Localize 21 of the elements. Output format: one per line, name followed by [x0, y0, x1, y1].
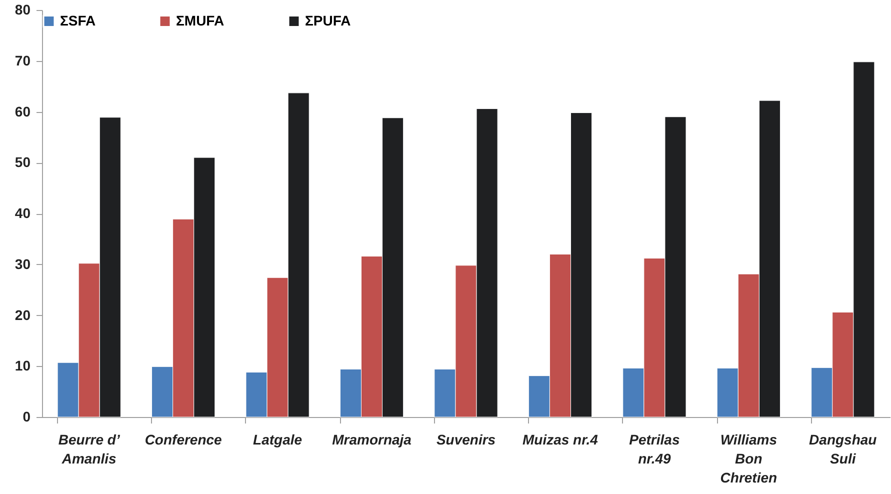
y-tick-label: 30: [14, 256, 31, 272]
y-tick-label: 60: [14, 103, 31, 120]
x-tick-label: Conference: [144, 432, 222, 448]
x-tick-label: Dangshau Suli: [809, 432, 878, 466]
x-tick-label: Williams Bon Chretien: [720, 432, 778, 486]
legend-label: ΣMUFA: [176, 12, 224, 28]
x-tick-label: Suvenirs: [436, 432, 496, 448]
y-tick-label: 80: [14, 2, 31, 18]
y-tick-label: 40: [14, 205, 31, 221]
x-tick-label: Mramornaja: [332, 432, 412, 448]
y-tick-label: 70: [14, 52, 31, 68]
y-tick-label: 10: [14, 358, 31, 374]
x-tick-label: Petrilas nr.49: [629, 432, 680, 466]
y-tick-label: 50: [14, 154, 31, 170]
x-tick-label: Latgale: [253, 432, 302, 448]
legend-label: ΣPUFA: [305, 12, 351, 28]
y-tick-label: 20: [14, 306, 31, 323]
legend-label: ΣSFA: [60, 12, 96, 28]
x-tick-label: Beurre d’ Amanlis: [58, 432, 121, 466]
y-tick-label: 0: [22, 408, 31, 424]
x-tick-label: Muizas nr.4: [522, 432, 598, 448]
